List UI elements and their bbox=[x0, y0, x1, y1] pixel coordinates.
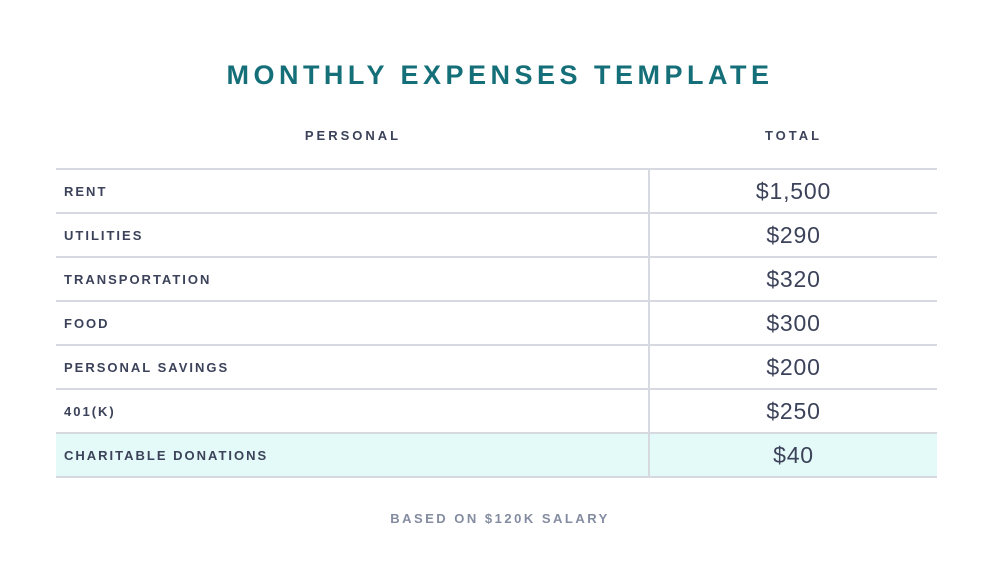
expense-label: PERSONAL SAVINGS bbox=[56, 346, 650, 388]
table-row: FOOD $300 bbox=[56, 302, 937, 346]
column-header-total: TOTAL bbox=[764, 128, 823, 143]
expense-label: CHARITABLE DONATIONS bbox=[56, 434, 650, 476]
expense-label: UTILITIES bbox=[56, 214, 650, 256]
table-row: 401(K) $250 bbox=[56, 390, 937, 434]
table-row: RENT $1,500 bbox=[56, 170, 937, 214]
expenses-table: RENT $1,500 UTILITIES $290 TRANSPORTATIO… bbox=[56, 168, 937, 478]
expense-label: RENT bbox=[56, 170, 650, 212]
expense-value: $40 bbox=[773, 441, 814, 468]
expense-label: 401(K) bbox=[56, 390, 650, 432]
table-row: CHARITABLE DONATIONS $40 bbox=[56, 434, 937, 478]
expense-value: $290 bbox=[766, 221, 821, 248]
table-row: TRANSPORTATION $320 bbox=[56, 258, 937, 302]
expense-value: $250 bbox=[766, 397, 821, 424]
expense-value: $320 bbox=[766, 265, 821, 292]
column-header-personal: PERSONAL bbox=[304, 128, 402, 143]
footer-note: BASED ON $120K SALARY bbox=[390, 511, 610, 526]
expense-value: $300 bbox=[766, 309, 821, 336]
expense-label: FOOD bbox=[56, 302, 650, 344]
expense-value: $200 bbox=[766, 353, 821, 380]
table-header: PERSONAL TOTAL bbox=[56, 128, 937, 144]
expense-value: $1,500 bbox=[755, 177, 832, 204]
expense-label: TRANSPORTATION bbox=[56, 258, 650, 300]
page-title: MONTHLY EXPENSES TEMPLATE bbox=[226, 60, 774, 90]
table-row: PERSONAL SAVINGS $200 bbox=[56, 346, 937, 390]
table-row: UTILITIES $290 bbox=[56, 214, 937, 258]
